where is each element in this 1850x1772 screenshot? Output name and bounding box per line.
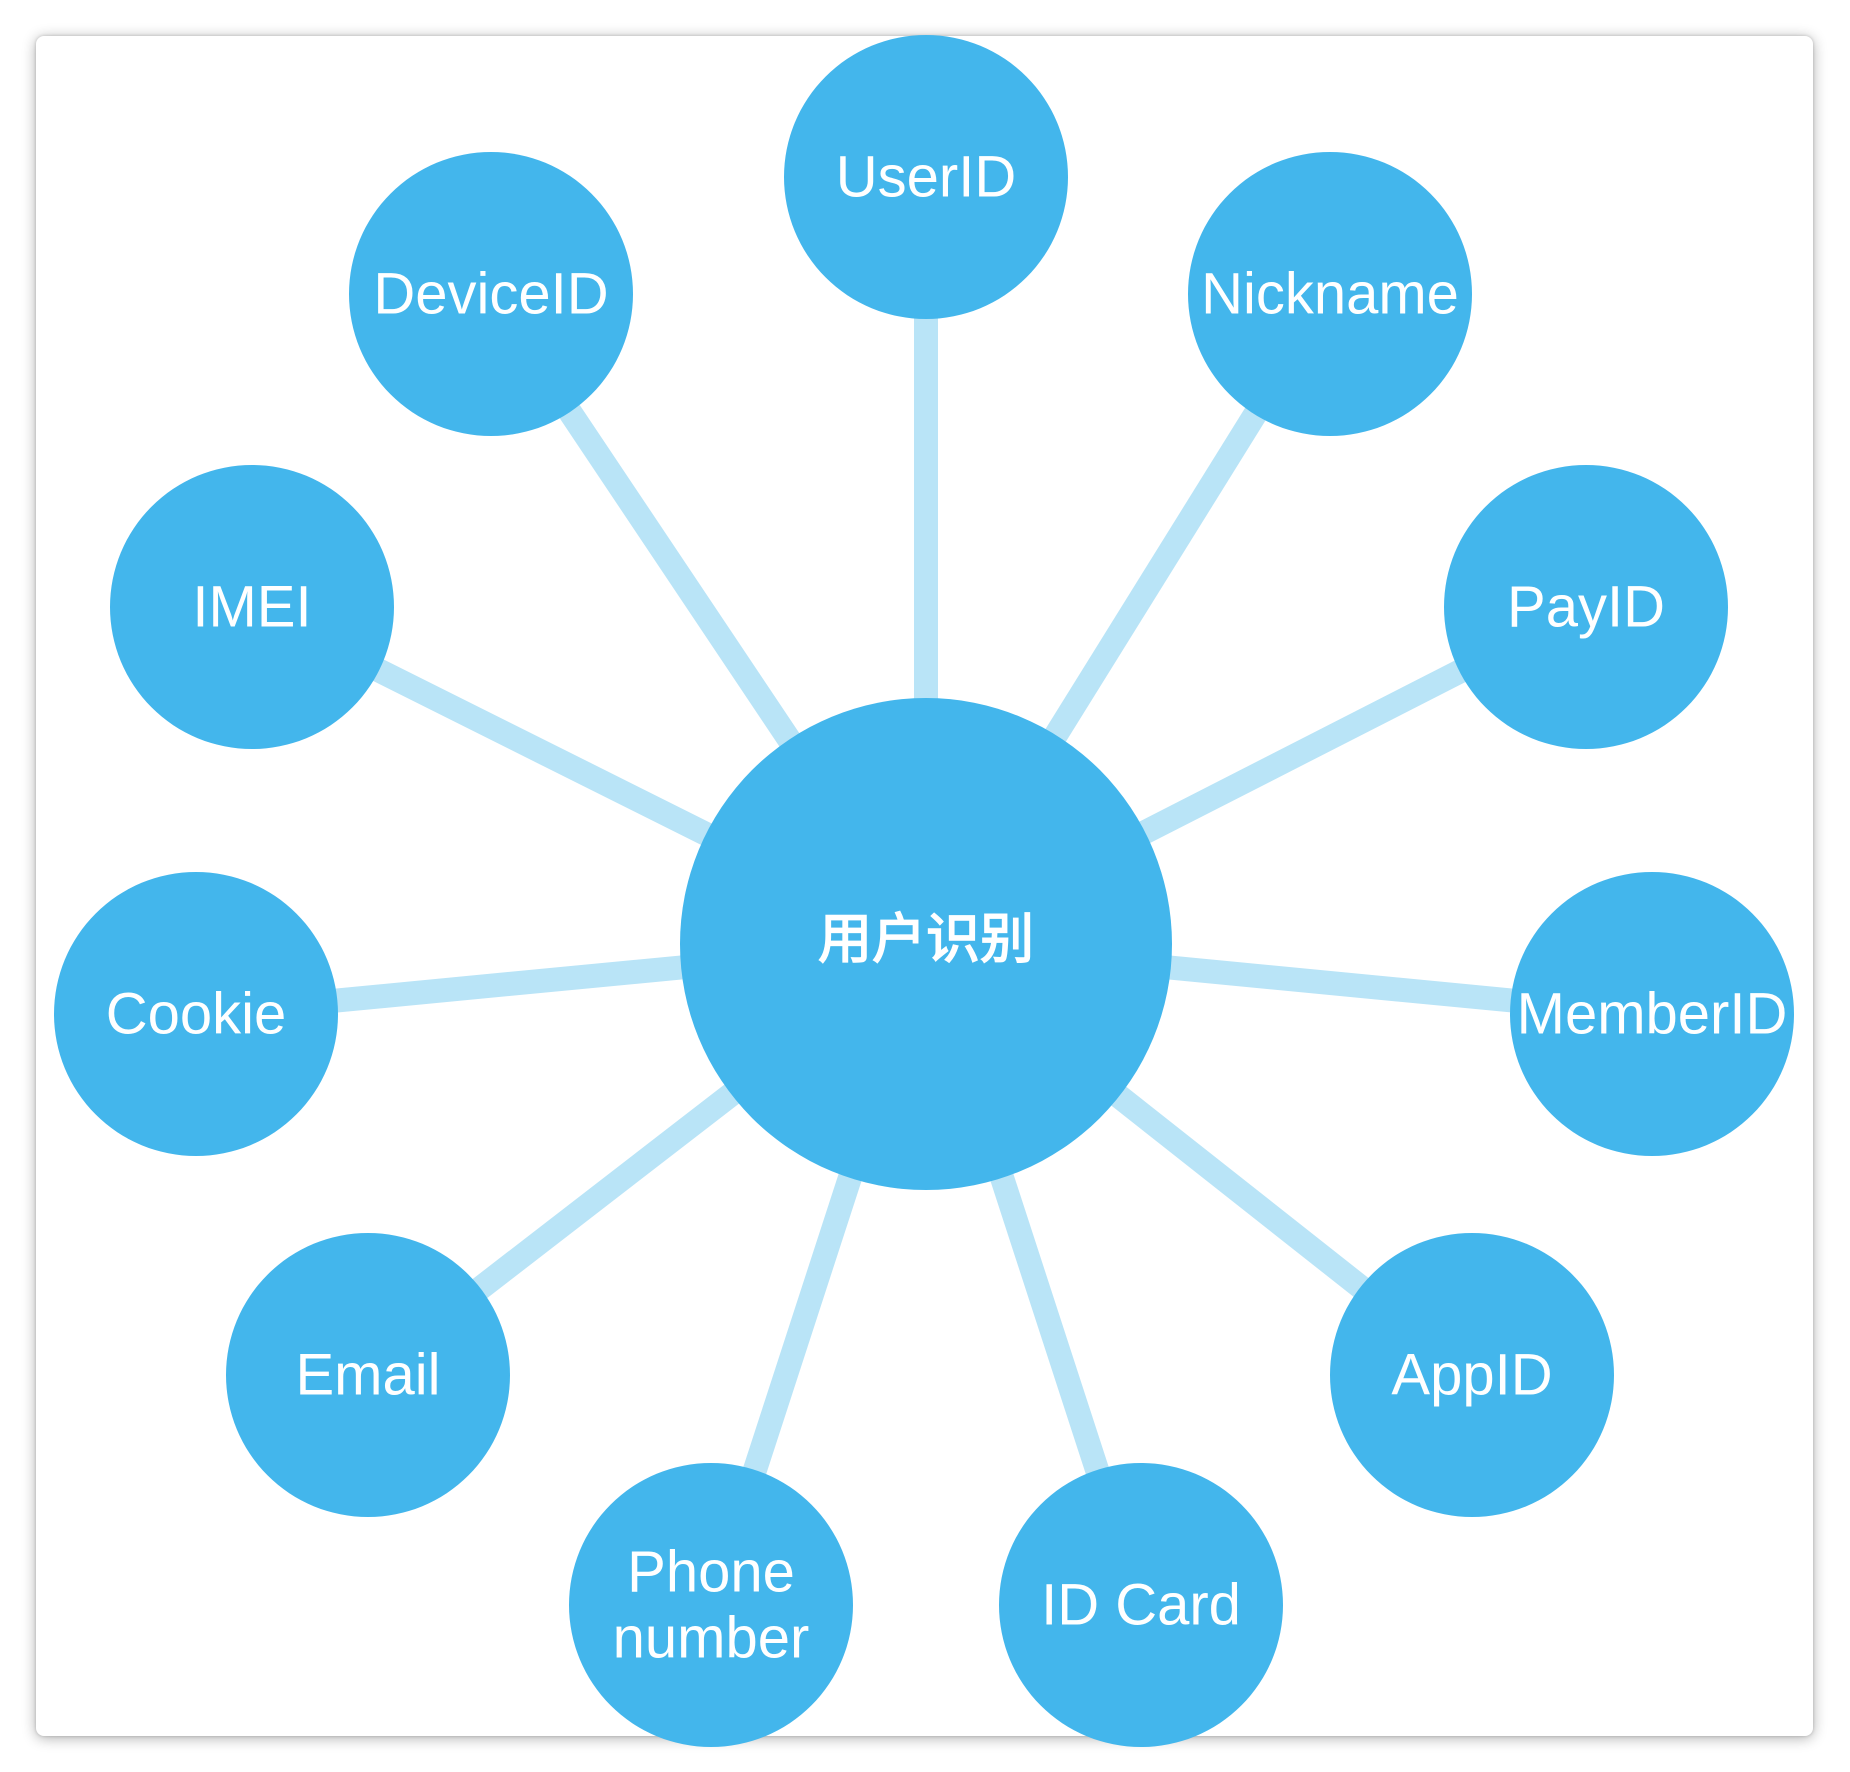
node-circle-userid	[784, 35, 1068, 319]
node-deviceid: DeviceID	[349, 152, 633, 436]
node-circle-nickname	[1188, 152, 1472, 436]
node-label-id-card: ID Card	[1041, 1573, 1241, 1638]
node-circle-payid	[1444, 465, 1728, 749]
node-label-deviceid: DeviceID	[373, 262, 608, 327]
node-label-phone-number-2: number	[613, 1606, 810, 1671]
node-cookie: Cookie	[54, 872, 338, 1156]
node-label-nickname: Nickname	[1201, 262, 1459, 327]
node-circle-appid	[1330, 1233, 1614, 1517]
node-label-appid: AppID	[1391, 1343, 1552, 1408]
node-label-memberid: MemberID	[1517, 982, 1788, 1047]
node-label-phone-number-1: Phone	[627, 1540, 795, 1605]
node-label-imei: IMEI	[192, 575, 311, 640]
node-circle-deviceid	[349, 152, 633, 436]
node-label-payid: PayID	[1507, 575, 1665, 640]
node-circle-cookie	[54, 872, 338, 1156]
node-payid: PayID	[1444, 465, 1728, 749]
node-id-card: ID Card	[999, 1463, 1283, 1747]
node-email: Email	[226, 1233, 510, 1517]
node-circle-imei	[110, 465, 394, 749]
node-userid: UserID	[784, 35, 1068, 319]
node-memberid: MemberID	[1510, 872, 1794, 1156]
node-circle-email	[226, 1233, 510, 1517]
node-imei: IMEI	[110, 465, 394, 749]
node-nickname: Nickname	[1188, 152, 1472, 436]
node-label-email: Email	[295, 1343, 440, 1408]
node-circle-id-card	[999, 1463, 1283, 1747]
node-label-cookie: Cookie	[106, 982, 287, 1047]
center-label: 用户识别	[818, 908, 1034, 971]
center-group: 用户识别	[680, 698, 1172, 1190]
center-node	[680, 698, 1172, 1190]
nodes-group: UserID Nickname PayID MemberID AppID ID Card P…	[54, 35, 1794, 1747]
node-circle-phone-number	[569, 1463, 853, 1747]
node-appid: AppID	[1330, 1233, 1614, 1517]
node-circle-memberid	[1510, 872, 1794, 1156]
node-label-userid: UserID	[836, 145, 1016, 210]
